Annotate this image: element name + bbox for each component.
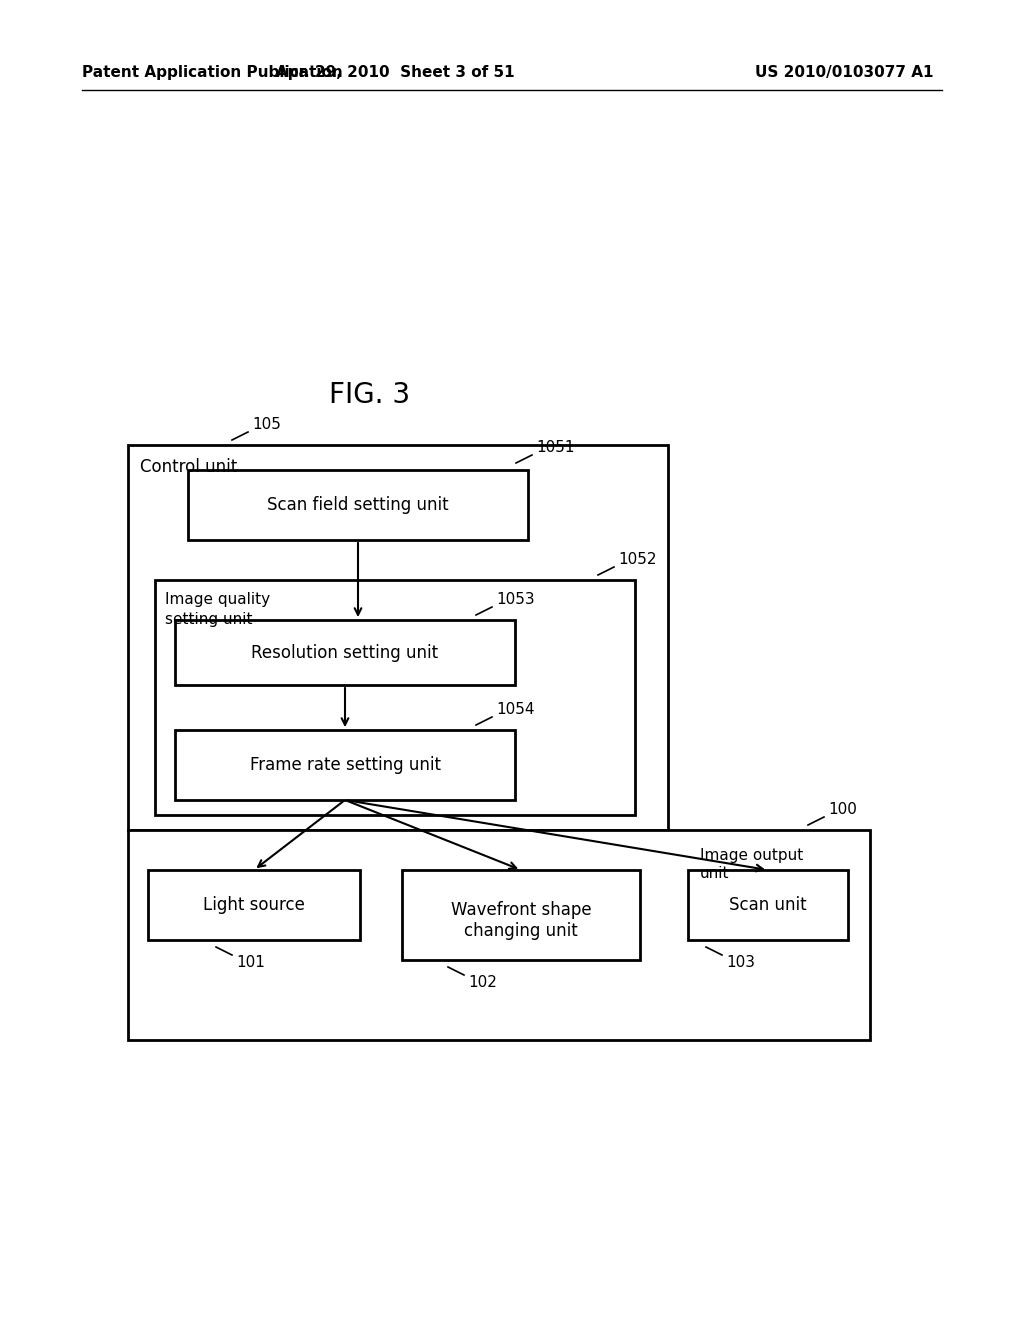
Text: Patent Application Publication: Patent Application Publication — [82, 65, 343, 79]
Text: 105: 105 — [252, 417, 281, 432]
Text: Image output: Image output — [700, 847, 803, 863]
Text: Light source: Light source — [203, 896, 305, 913]
Text: Scan field setting unit: Scan field setting unit — [267, 496, 449, 513]
Bar — [188, 470, 528, 540]
Bar — [175, 730, 515, 800]
Text: Scan unit: Scan unit — [729, 896, 807, 913]
Text: Image quality: Image quality — [165, 591, 270, 607]
Bar — [688, 870, 848, 940]
Text: 1053: 1053 — [496, 591, 535, 607]
Bar — [128, 445, 668, 830]
Bar — [128, 830, 870, 1040]
Text: 103: 103 — [726, 954, 755, 970]
Bar — [402, 870, 640, 960]
Text: setting unit: setting unit — [165, 612, 253, 627]
Bar — [155, 579, 635, 814]
Text: US 2010/0103077 A1: US 2010/0103077 A1 — [755, 65, 934, 79]
Text: 102: 102 — [468, 975, 497, 990]
Text: 1052: 1052 — [618, 552, 656, 568]
Text: unit: unit — [700, 866, 729, 880]
Text: Resolution setting unit: Resolution setting unit — [252, 644, 438, 661]
Text: 101: 101 — [236, 954, 265, 970]
Bar — [175, 620, 515, 685]
Text: 100: 100 — [828, 803, 857, 817]
Text: Apr. 29, 2010  Sheet 3 of 51: Apr. 29, 2010 Sheet 3 of 51 — [275, 65, 514, 79]
Text: Wavefront shape: Wavefront shape — [451, 902, 591, 919]
Text: Control unit: Control unit — [140, 458, 238, 477]
Text: 1051: 1051 — [536, 440, 574, 455]
Bar — [148, 870, 360, 940]
Text: 1054: 1054 — [496, 702, 535, 717]
Text: Frame rate setting unit: Frame rate setting unit — [250, 756, 440, 774]
Text: FIG. 3: FIG. 3 — [330, 381, 411, 409]
Text: changing unit: changing unit — [464, 921, 578, 940]
